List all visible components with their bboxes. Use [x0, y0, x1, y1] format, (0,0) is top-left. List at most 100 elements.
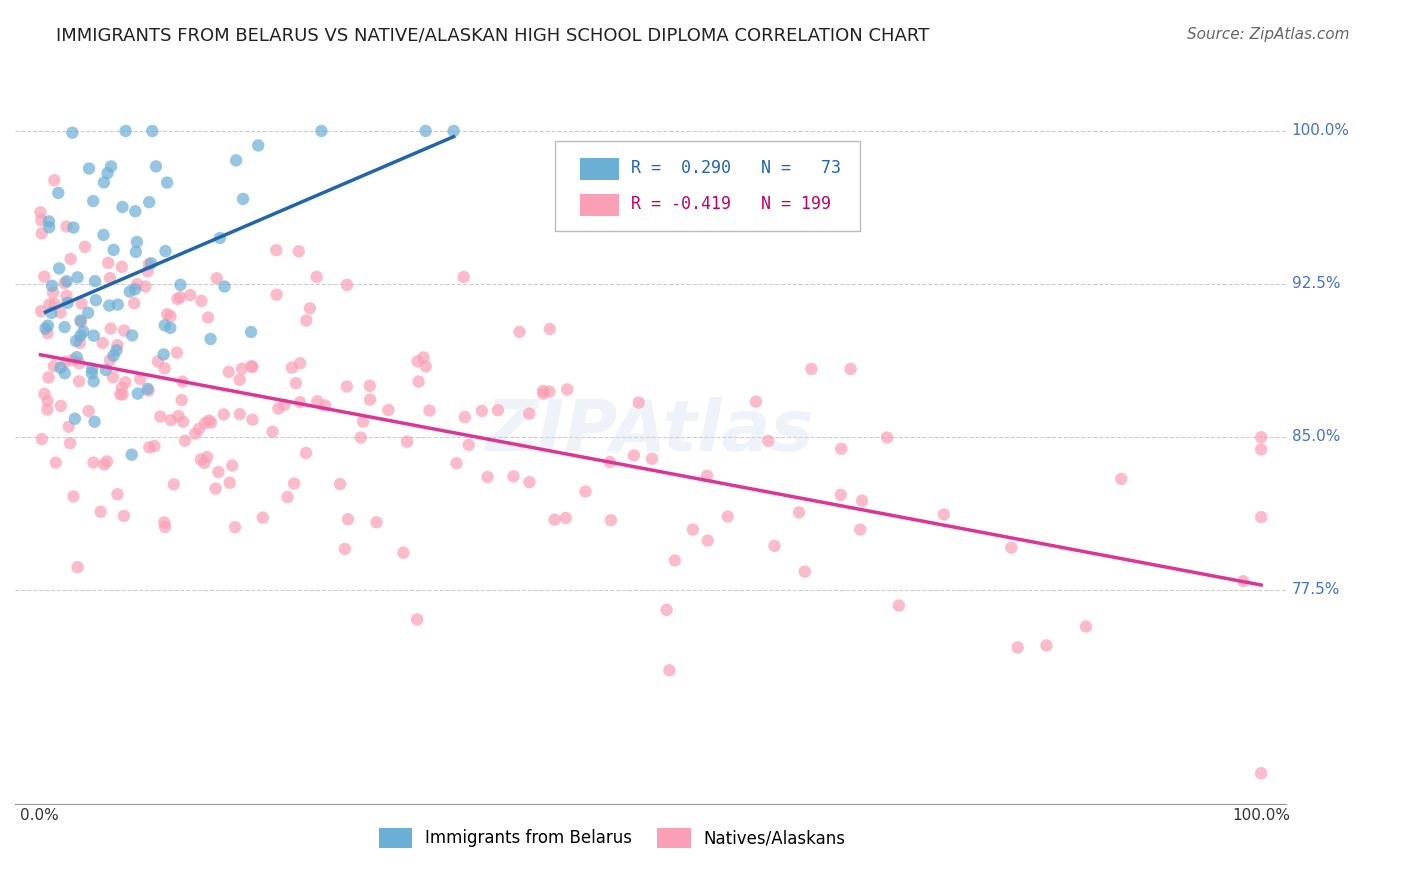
Point — [359, 379, 381, 393]
Point — [408, 375, 430, 389]
Point — [159, 413, 181, 427]
Point — [34, 387, 56, 401]
Point — [717, 509, 740, 524]
Point — [446, 456, 468, 470]
Point — [111, 381, 134, 395]
Point — [80, 366, 103, 380]
Point — [38, 220, 60, 235]
Point — [38, 370, 60, 384]
Point — [200, 332, 222, 346]
Point — [83, 415, 105, 429]
Point — [153, 516, 176, 530]
Point — [72, 325, 94, 339]
Point — [763, 539, 786, 553]
Point — [58, 419, 80, 434]
Point — [62, 490, 84, 504]
Point — [53, 366, 76, 380]
Point — [242, 413, 264, 427]
Point — [1109, 472, 1132, 486]
Point — [599, 455, 621, 469]
Point — [205, 271, 228, 285]
Point — [415, 359, 437, 374]
Point — [105, 343, 128, 358]
Point — [138, 257, 160, 271]
Text: IMMIGRANTS FROM BELARUS VS NATIVE/ALASKAN HIGH SCHOOL DIPLOMA CORRELATION CHART: IMMIGRANTS FROM BELARUS VS NATIVE/ALASKA… — [56, 27, 929, 45]
Point — [377, 403, 399, 417]
Point — [145, 160, 167, 174]
Point — [138, 441, 160, 455]
Point — [98, 271, 121, 285]
Point — [1007, 640, 1029, 655]
Point — [876, 431, 898, 445]
Point — [53, 276, 76, 290]
Point — [66, 270, 89, 285]
Point — [412, 351, 434, 365]
Point — [696, 533, 718, 548]
Point — [1250, 442, 1272, 457]
Point — [31, 227, 53, 241]
Point — [69, 328, 91, 343]
Point — [59, 436, 82, 450]
Point — [295, 446, 318, 460]
Point — [218, 365, 240, 379]
Point — [851, 493, 873, 508]
Point — [352, 415, 374, 429]
Point — [82, 194, 104, 208]
Point — [266, 287, 288, 301]
Point — [62, 220, 84, 235]
Point — [267, 401, 290, 416]
Point — [55, 355, 77, 369]
Point — [146, 354, 169, 368]
Point — [66, 350, 89, 364]
Point — [49, 360, 72, 375]
Point — [554, 511, 576, 525]
Point — [141, 124, 163, 138]
Point — [134, 279, 156, 293]
Point — [124, 282, 146, 296]
Point — [90, 505, 112, 519]
Point — [125, 244, 148, 259]
Point — [531, 384, 554, 398]
Point — [800, 362, 823, 376]
Point — [336, 277, 359, 292]
Point — [443, 124, 465, 138]
Point — [538, 384, 561, 399]
Point — [169, 290, 191, 304]
Point — [93, 458, 115, 472]
Point — [93, 176, 115, 190]
Text: 77.5%: 77.5% — [1292, 582, 1340, 597]
Point — [295, 313, 318, 327]
Point — [129, 372, 152, 386]
Point — [280, 360, 302, 375]
Point — [273, 398, 295, 412]
Point — [174, 434, 197, 448]
Point — [30, 205, 52, 219]
Point — [156, 307, 179, 321]
Point — [34, 321, 56, 335]
Point — [218, 475, 240, 490]
Point — [153, 520, 176, 534]
Point — [204, 482, 226, 496]
Point — [96, 166, 118, 180]
Point — [305, 269, 328, 284]
Point — [38, 214, 60, 228]
Point — [627, 395, 650, 409]
Point — [55, 289, 77, 303]
Point — [60, 126, 83, 140]
Point — [228, 373, 250, 387]
Point — [55, 274, 77, 288]
Point — [167, 409, 190, 423]
Point — [477, 470, 499, 484]
Point — [77, 306, 100, 320]
Point — [252, 510, 274, 524]
Point — [42, 359, 65, 373]
Point — [110, 387, 132, 401]
Point — [276, 490, 298, 504]
Point — [471, 404, 494, 418]
Point — [103, 243, 125, 257]
Point — [655, 603, 678, 617]
Point — [1035, 639, 1057, 653]
Point — [208, 231, 231, 245]
Point — [395, 434, 418, 449]
Point — [45, 456, 67, 470]
